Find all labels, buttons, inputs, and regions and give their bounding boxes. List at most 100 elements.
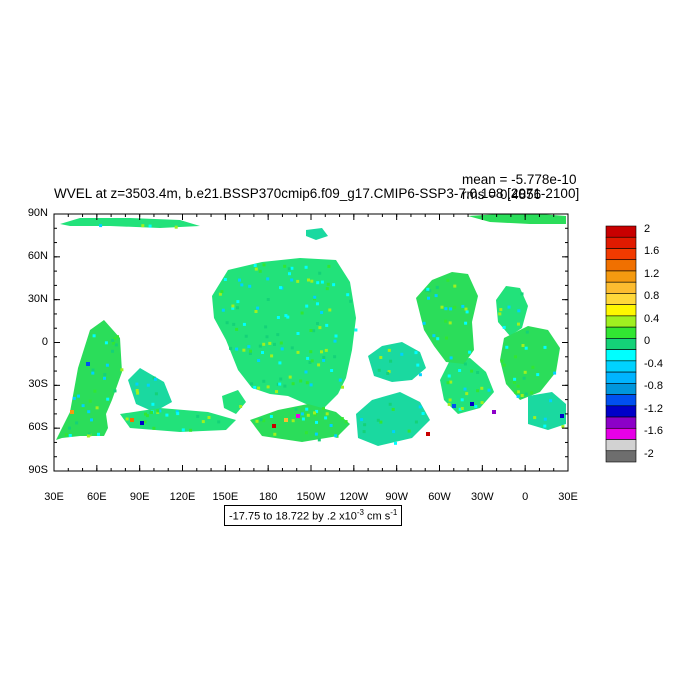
field-cell [236, 300, 240, 304]
field-cell [543, 417, 547, 421]
field-cell [524, 346, 528, 350]
lon-tick-label: 150W [296, 491, 326, 503]
field-cell [269, 415, 273, 418]
field-cell [543, 345, 547, 349]
field-cell [291, 419, 295, 423]
field-cell [239, 405, 243, 408]
colorbar-label: 2 [644, 223, 651, 235]
range-exponent: -3 [356, 508, 364, 517]
lat-tick-label: 30N [27, 292, 48, 305]
field-cell [278, 361, 282, 365]
field-extreme [284, 418, 288, 422]
field-cell [376, 418, 380, 422]
field-cell [549, 399, 553, 403]
field-cell [305, 381, 309, 385]
field-cell [444, 307, 448, 311]
field-cell [561, 425, 565, 429]
field-cell [248, 352, 252, 355]
field-cell [64, 433, 68, 437]
lon-tick-label: 30E [558, 491, 578, 503]
field-cell [460, 398, 464, 402]
field-cell [304, 265, 308, 269]
field-cell [99, 224, 103, 228]
field-cell [255, 419, 259, 423]
field-cell [499, 308, 503, 312]
field-cell [280, 347, 284, 351]
field-cell [325, 287, 329, 291]
field-cell [258, 269, 262, 273]
colorbar-box [605, 236, 637, 249]
field-cell [217, 420, 221, 424]
ocean-patch [440, 358, 494, 414]
field-cell [310, 359, 314, 363]
field-cell [522, 376, 526, 380]
field-cell [223, 278, 227, 281]
field-cell [91, 368, 95, 372]
field-cell [392, 430, 396, 434]
lon-tick-label: 60W [428, 491, 451, 503]
field-cell [386, 372, 390, 375]
field-extreme [296, 414, 300, 418]
field-cell [334, 434, 338, 438]
field-cell [421, 412, 425, 415]
field-cell [447, 374, 451, 378]
field-cell [530, 391, 534, 395]
field-cell [310, 279, 314, 283]
colorbar-box [605, 281, 637, 294]
ocean-patch [356, 392, 430, 446]
colorbar-box [605, 371, 637, 384]
field-cell [315, 409, 319, 413]
field-cell [125, 417, 129, 421]
field-cell [520, 394, 524, 397]
field-cell [333, 355, 337, 359]
field-cell [238, 278, 241, 282]
field-cell [444, 319, 448, 323]
colorbar-label: 0.4 [644, 312, 660, 325]
field-cell [201, 420, 205, 424]
field-cell [287, 267, 291, 271]
ocean-patch [500, 326, 560, 400]
colorbar-box [605, 439, 637, 452]
stats-block: mean = -5.778e-10 rms = 0.4856 [462, 172, 576, 202]
field-cell [346, 293, 350, 297]
field-cell [320, 311, 324, 314]
mean-stat: mean = -5.778e-10 [462, 172, 577, 187]
colorbar-label: -0.8 [644, 380, 663, 393]
field-cell [93, 389, 97, 393]
field-cell [75, 421, 79, 425]
field-cell [436, 337, 440, 341]
range-text: -17.75 to 18.722 by .2 x10 [229, 510, 357, 523]
field-cell [517, 322, 520, 326]
field-cell [273, 432, 277, 436]
field-cell [461, 304, 465, 308]
ocean-patch [416, 272, 478, 364]
field-extreme [426, 432, 430, 436]
field-cell [465, 310, 469, 314]
ocean-patch [212, 258, 356, 410]
field-cell [525, 330, 529, 334]
field-cell [468, 350, 472, 354]
ocean-patch [128, 368, 172, 412]
field-cell [158, 409, 162, 413]
field-cell [301, 417, 305, 421]
ocean-patch [250, 404, 350, 442]
ocean-patch [528, 392, 566, 430]
lon-tick-label: 30W [471, 491, 494, 503]
field-cell [324, 348, 328, 352]
field-cell [296, 332, 300, 335]
field-extreme [560, 414, 564, 418]
field-cell [458, 369, 462, 372]
ocean-patch [468, 214, 566, 224]
field-cell [305, 407, 309, 411]
field-cell [502, 363, 506, 367]
lat-tick-label: 90N [27, 207, 48, 219]
field-cell [312, 329, 316, 333]
colorbar-label: -1.2 [644, 402, 663, 415]
field-cell [327, 264, 331, 268]
field-cell [325, 412, 329, 416]
field-cell [247, 345, 251, 349]
field-cell [320, 350, 323, 354]
field-cell [114, 343, 118, 347]
field-cell [523, 370, 527, 374]
ocean-patch [222, 390, 246, 414]
